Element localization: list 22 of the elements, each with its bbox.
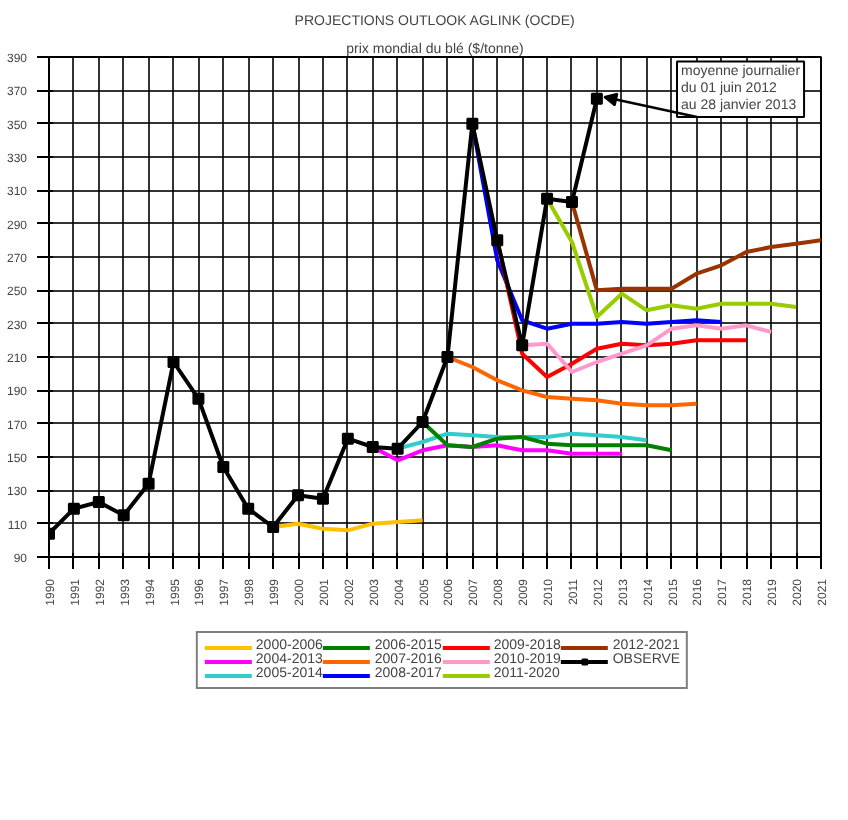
point (366, 441, 379, 453)
point (67, 502, 80, 515)
point (590, 92, 603, 105)
point (142, 477, 155, 490)
point (316, 492, 329, 505)
point (242, 502, 255, 515)
point (416, 416, 429, 428)
point (541, 192, 554, 205)
point (491, 234, 504, 247)
point (391, 442, 404, 455)
point (92, 496, 105, 508)
point (217, 461, 230, 473)
point (466, 117, 479, 130)
point (192, 392, 205, 405)
point (441, 351, 454, 363)
point (341, 432, 354, 445)
point (292, 489, 305, 502)
point (167, 356, 180, 368)
point (117, 509, 130, 522)
point (565, 196, 578, 208)
point (267, 521, 280, 533)
point (516, 339, 529, 352)
